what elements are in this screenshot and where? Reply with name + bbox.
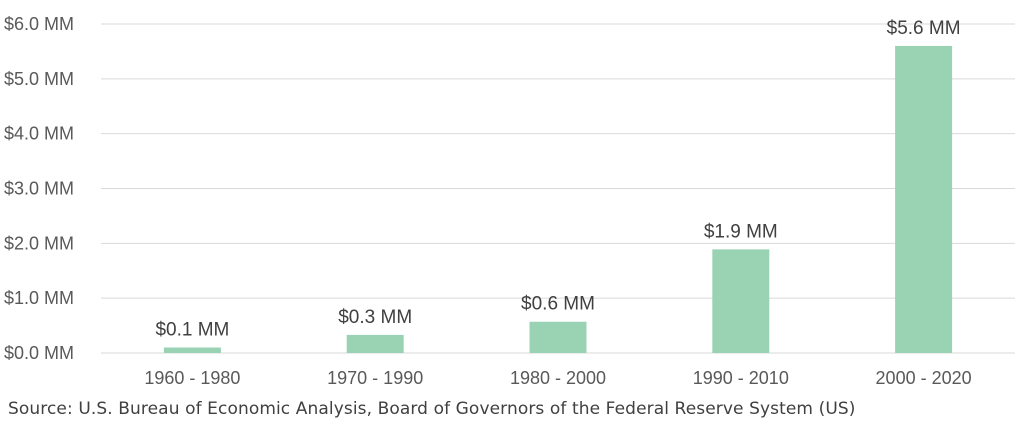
y-tick-label: $0.0 MM [4, 343, 74, 363]
gridlines [101, 23, 1015, 354]
y-axis-tick-labels: $0.0 MM $1.0 MM $2.0 MM $3.0 MM $4.0 MM $5.0 … [4, 14, 74, 363]
bar [712, 249, 770, 353]
y-tick-label: $2.0 MM [4, 233, 74, 253]
data-label: $0.3 MM [338, 307, 412, 328]
data-label: $5.6 MM [887, 18, 961, 39]
bar [346, 334, 404, 353]
data-label: $1.9 MM [704, 221, 778, 242]
bar-chart: $0.0 MM $1.0 MM $2.0 MM $3.0 MM $4.0 MM $5.0 … [4, 14, 1015, 388]
source-note: Source: U.S. Bureau of Economic Analysis… [8, 399, 856, 419]
data-label: $0.1 MM [155, 320, 229, 341]
bar [529, 321, 587, 353]
x-tick-label: 1970 - 1990 [327, 368, 423, 388]
x-tick-label: 1990 - 2010 [693, 368, 789, 388]
data-label: $0.6 MM [521, 294, 595, 315]
y-tick-label: $1.0 MM [4, 288, 74, 308]
y-tick-label: $6.0 MM [4, 14, 74, 34]
bar [895, 45, 953, 353]
data-labels: $0.1 MM $0.3 MM $0.6 MM $1.9 MM $5.6 MM [155, 18, 960, 341]
x-tick-label: 1980 - 2000 [510, 368, 606, 388]
x-axis-tick-labels: 1960 - 1980 1970 - 1990 1980 - 2000 1990 - … [144, 368, 971, 388]
y-tick-label: $5.0 MM [4, 69, 74, 89]
x-tick-label: 2000 - 2020 [876, 368, 972, 388]
y-tick-label: $4.0 MM [4, 124, 74, 144]
bar [163, 347, 221, 353]
x-tick-label: 1960 - 1980 [144, 368, 240, 388]
y-tick-label: $3.0 MM [4, 179, 74, 199]
bars [163, 45, 953, 353]
